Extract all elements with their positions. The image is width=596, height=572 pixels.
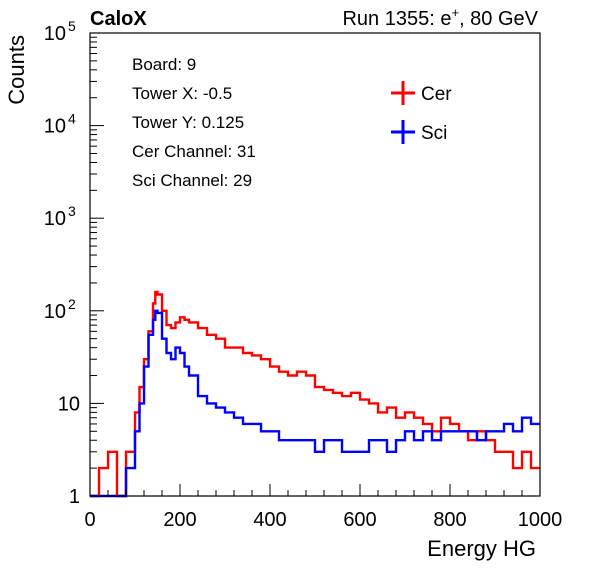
y-tick-base: 10	[44, 301, 66, 323]
info-line: Board: 9	[132, 55, 196, 74]
header-right-prefix: Run 1355: e	[342, 8, 451, 30]
legend-label-cer: Cer	[421, 84, 452, 105]
y-tick-label: 10	[44, 301, 66, 323]
x-tick-label: 600	[343, 509, 376, 531]
x-tick-label: 400	[253, 509, 286, 531]
y-axis-title: Counts	[4, 35, 29, 105]
series-layer	[90, 290, 540, 498]
info-box	[120, 47, 360, 197]
y-tick-label: 10	[58, 393, 80, 415]
info-line: Tower X: -0.5	[132, 84, 232, 103]
legend-label-sci: Sci	[421, 123, 447, 144]
info-line: Cer Channel: 31	[132, 142, 256, 161]
x-axis: 0 200 400 600 800 1000	[84, 484, 562, 531]
y-tick-base: 10	[44, 23, 66, 45]
y-tick-base: 1	[69, 486, 80, 508]
header-right-sup: +	[451, 5, 459, 20]
header-right-title: Run 1355: e+, 80 GeV	[342, 5, 538, 30]
series-line-cer	[90, 290, 540, 498]
info-box-lines: Board: 9 Tower X: -0.5 Tower Y: 0.125 Cer C…	[132, 55, 256, 190]
y-tick-exponent: 5	[68, 18, 76, 34]
x-axis-title: Energy HG	[427, 536, 536, 561]
header-left-title: CaloX	[90, 8, 147, 30]
y-tick-label: 10	[44, 116, 66, 138]
y-tick-label: 1	[69, 486, 80, 508]
y-tick-exponent: 2	[68, 296, 76, 312]
x-tick-label: 800	[433, 509, 466, 531]
x-tick-label: 0	[84, 509, 95, 531]
plot-frame	[89, 32, 541, 497]
y-tick-label: 10	[44, 208, 66, 230]
y-tick-base: 10	[58, 393, 80, 415]
series-line-sci	[90, 309, 540, 498]
x-tick-label: 200	[163, 509, 196, 531]
y-tick-label: 10	[44, 23, 66, 45]
info-line: Tower Y: 0.125	[132, 113, 244, 132]
y-tick-base: 10	[44, 208, 66, 230]
info-line: Sci Channel: 29	[132, 171, 252, 190]
y-tick-exponent: 3	[68, 203, 76, 219]
legend: Cer Sci	[391, 81, 452, 144]
header-right-suffix: , 80 GeV	[459, 8, 539, 30]
y-tick-exponent: 4	[68, 111, 76, 127]
y-tick-base: 10	[44, 116, 66, 138]
x-tick-label: 1000	[518, 509, 563, 531]
